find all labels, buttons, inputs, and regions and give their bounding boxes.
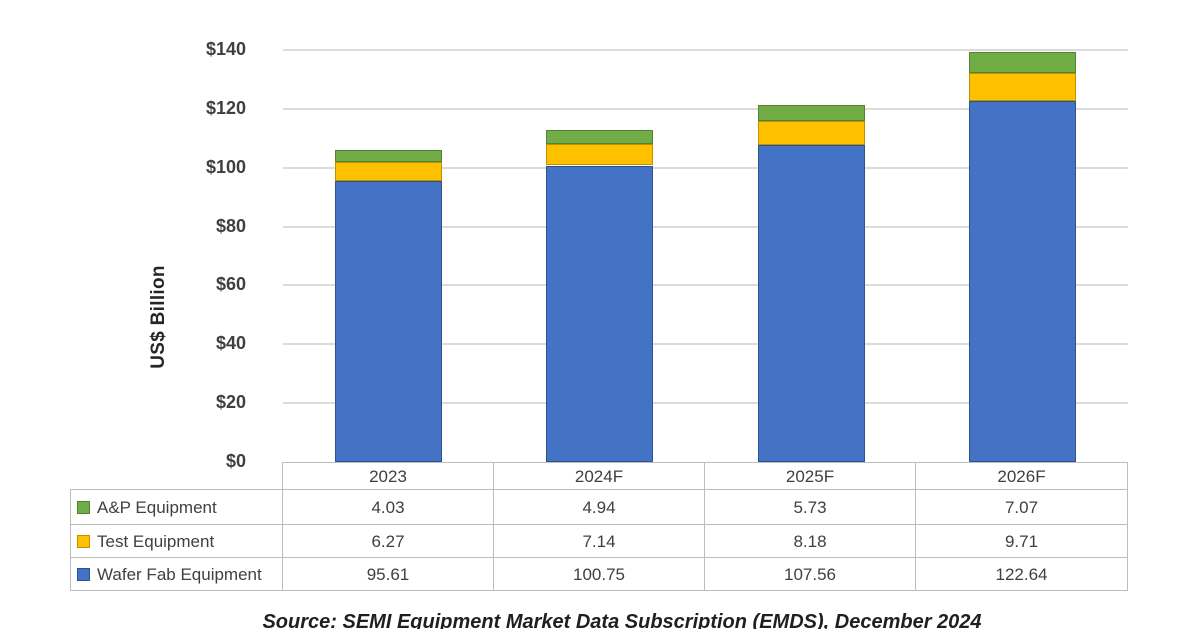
bar-segment-test-equipment	[757, 121, 865, 146]
legend-label: A&P Equipment	[97, 497, 217, 517]
bar-segment-test-equipment	[335, 162, 443, 181]
y-tick-label: $100	[205, 156, 246, 177]
value-cell: 7.14	[494, 525, 705, 558]
value-cell: 6.27	[283, 525, 494, 558]
gridline	[283, 166, 1128, 169]
value-cell: 122.64	[916, 558, 1128, 591]
gridline	[283, 402, 1128, 405]
legend-cell: A&P Equipment	[70, 490, 283, 525]
value-cell: 95.61	[283, 558, 494, 591]
legend-label: Test Equipment	[97, 531, 215, 551]
legend-swatch	[77, 534, 90, 548]
year-header-cell: 2025F	[705, 462, 916, 490]
bar-segment-a-p-equipment	[757, 104, 865, 122]
value-cell: 7.07	[916, 490, 1128, 525]
y-tick-label: $140	[205, 39, 246, 59]
bar-segment-test-equipment	[546, 144, 654, 166]
gridline	[283, 225, 1128, 228]
value-cell: 100.75	[494, 558, 705, 591]
y-tick-label: $120	[205, 97, 246, 118]
legend-cell: Test Equipment	[70, 525, 283, 558]
legend-label: Wafer Fab Equipment	[97, 564, 262, 584]
gridline	[283, 49, 1128, 51]
bar-segment-wafer-fab-equipment	[757, 145, 865, 462]
value-cell: 107.56	[705, 558, 916, 591]
bar-segment-a-p-equipment	[335, 150, 443, 163]
year-header-cell: 2026F	[916, 462, 1128, 490]
table-corner-cell	[70, 462, 283, 490]
gridline	[283, 343, 1128, 346]
bar-segment-a-p-equipment	[968, 51, 1076, 73]
data-table: 2023 2024F 2025F 2026F A&P Equipment 4.03 4.94…	[70, 462, 1128, 591]
bar-segment-wafer-fab-equipment	[968, 101, 1076, 462]
value-cell: 4.94	[494, 490, 705, 525]
bar-segment-wafer-fab-equipment	[335, 180, 443, 462]
value-cell: 8.18	[705, 525, 916, 558]
y-axis-title: US$ Billion	[148, 265, 169, 369]
gridline	[283, 107, 1128, 110]
value-cell: 5.73	[705, 490, 916, 525]
year-header-cell: 2023	[283, 462, 494, 490]
bar-segment-wafer-fab-equipment	[546, 165, 654, 462]
value-cell: 9.71	[916, 525, 1128, 558]
bar-segment-test-equipment	[968, 72, 1076, 102]
legend-cell: Wafer Fab Equipment	[70, 558, 283, 591]
value-cell: 4.03	[283, 490, 494, 525]
year-header-cell: 2024F	[494, 462, 705, 490]
bar-segment-a-p-equipment	[546, 129, 654, 145]
gridline	[283, 284, 1128, 287]
legend-swatch	[77, 567, 90, 581]
source-caption: Source: SEMI Equipment Market Data Subsc…	[262, 611, 982, 629]
legend-swatch	[77, 500, 90, 514]
